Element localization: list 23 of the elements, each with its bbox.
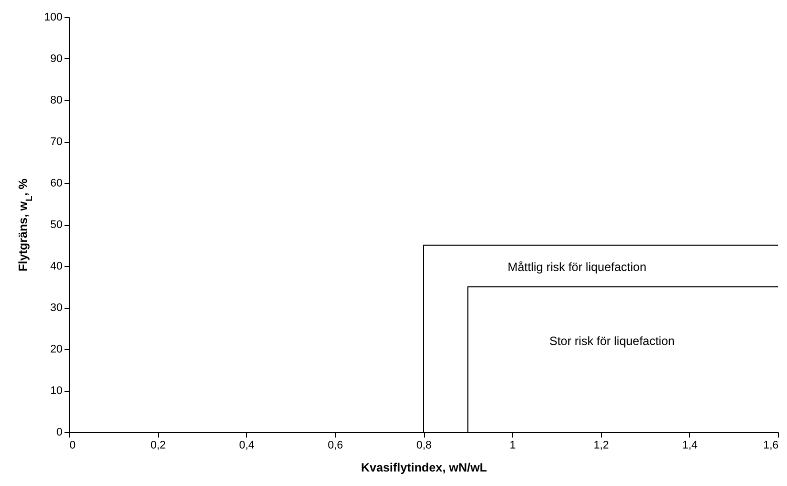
y-tick-label: 0 xyxy=(56,426,62,438)
x-tick-label: 0,4 xyxy=(239,440,254,452)
x-tick-label: 1 xyxy=(510,440,516,452)
x-tick-label: 0,8 xyxy=(416,440,432,452)
y-tick-label: 90 xyxy=(50,53,62,65)
x-tick-label: 1,4 xyxy=(682,440,698,452)
x-axis-title: Kvasiflytindex, wN/wL xyxy=(360,460,488,474)
y-tick-label: 80 xyxy=(50,94,62,106)
x-tick-label: 0,6 xyxy=(328,440,344,452)
y-tick-label: 70 xyxy=(50,136,62,148)
annotation: Måttlig risk för liquefaction xyxy=(508,260,646,274)
x-tick-label: 0,2 xyxy=(150,440,166,452)
x-tick-label: 0 xyxy=(70,440,76,452)
y-tick-label: 40 xyxy=(50,260,62,272)
y-tick-label: 60 xyxy=(50,178,62,190)
y-tick-label: 50 xyxy=(50,219,62,231)
x-tick-label: 1,2 xyxy=(594,440,609,452)
y-tick-label: 100 xyxy=(44,12,62,24)
y-tick-label: 20 xyxy=(50,344,62,356)
y-tick-label: 10 xyxy=(50,385,62,397)
x-tick-label: 1,6 xyxy=(763,440,778,452)
annotation: Stor risk för liquefaction xyxy=(549,334,675,348)
y-tick-label: 30 xyxy=(50,302,62,314)
